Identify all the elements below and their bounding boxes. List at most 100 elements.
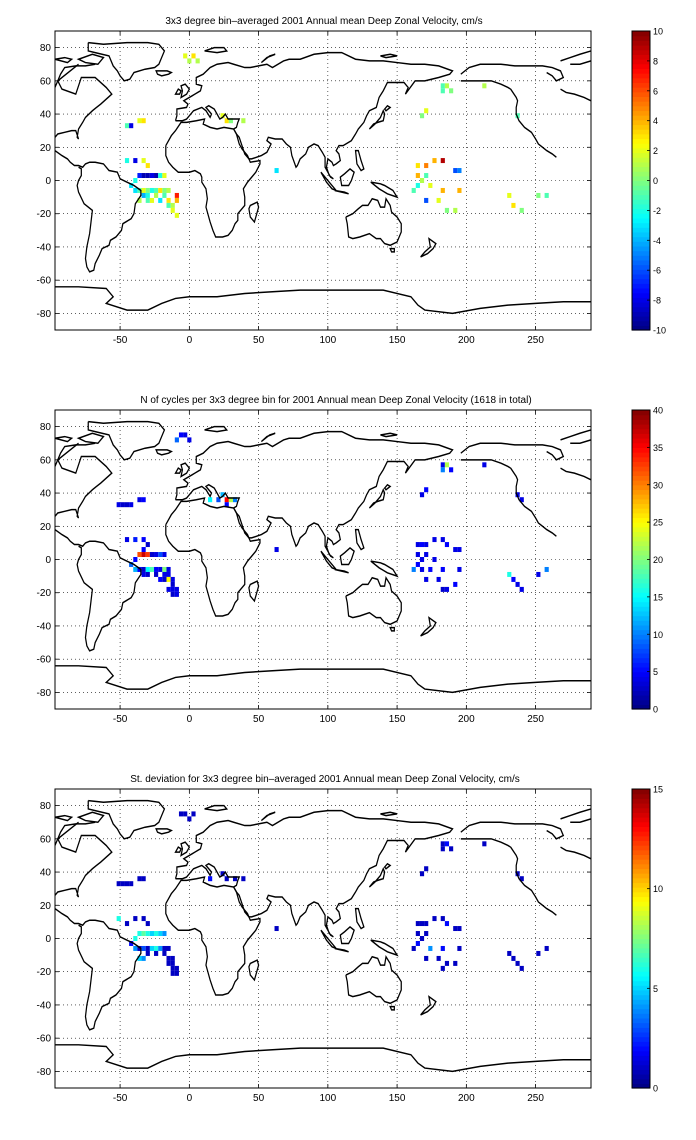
data-bin — [162, 950, 167, 956]
data-bin — [424, 487, 429, 493]
data-bin — [195, 58, 200, 64]
data-bin — [170, 581, 175, 587]
colorbar-swatch — [632, 45, 650, 51]
y-tick-label: 0 — [45, 934, 51, 945]
data-bin — [440, 566, 445, 572]
colorbar-swatch — [632, 180, 650, 186]
colorbar-tick-label: 40 — [653, 406, 663, 416]
data-bin — [158, 566, 163, 572]
data-bin — [137, 955, 142, 961]
data-bin — [183, 53, 188, 59]
data-bin — [241, 118, 246, 124]
data-bin — [158, 552, 163, 558]
data-bin — [519, 207, 524, 213]
data-bin — [154, 945, 159, 951]
colorbar-tick-label: 30 — [653, 480, 663, 490]
data-bin — [411, 566, 416, 572]
colorbar-swatch — [632, 152, 650, 158]
data-bin — [444, 960, 450, 966]
y-tick-label: 40 — [40, 489, 52, 500]
colorbar-swatch — [632, 264, 650, 270]
colorbar-swatch — [632, 671, 650, 677]
data-bin — [440, 841, 445, 847]
colorbar-swatch — [632, 466, 650, 472]
colorbar-swatch — [632, 648, 650, 654]
data-bin — [544, 192, 549, 198]
x-tick-label: 250 — [527, 335, 544, 346]
colorbar-swatch — [632, 82, 650, 88]
data-bin — [129, 502, 134, 508]
colorbar-swatch — [632, 1017, 650, 1024]
colorbar-swatch — [632, 59, 650, 65]
colorbar-swatch — [632, 999, 650, 1005]
data-bin — [133, 945, 138, 951]
colorbar-swatch — [632, 910, 650, 916]
colorbar-swatch — [632, 624, 650, 631]
y-tick-label: 0 — [45, 555, 51, 566]
data-bin — [116, 881, 121, 887]
colorbar-swatch — [632, 919, 650, 926]
colorbar-swatch — [632, 592, 650, 598]
colorbar-swatch — [632, 666, 650, 673]
colorbar-swatch — [632, 550, 650, 556]
colorbar-swatch — [632, 568, 650, 575]
colorbar-swatch — [632, 798, 650, 804]
data-bin — [149, 173, 155, 179]
colorbar-swatch — [632, 31, 650, 37]
colorbar-swatch — [632, 835, 650, 841]
data-bin — [149, 552, 155, 558]
data-bin — [170, 591, 175, 597]
data-bin — [166, 566, 171, 572]
colorbar-swatch — [632, 508, 650, 514]
colorbar-swatch — [632, 101, 650, 107]
data-bin — [216, 497, 221, 503]
data-bin — [415, 940, 420, 946]
data-bin — [432, 158, 437, 164]
colorbar-swatch — [632, 1013, 650, 1019]
colorbar-swatch — [632, 610, 650, 617]
data-bin — [444, 207, 450, 213]
colorbar-swatch — [632, 1036, 650, 1042]
panel-cycle-count: N of cycles per 3x3 degree bin for 2001 … — [37, 395, 663, 725]
data-bin — [158, 576, 163, 582]
x-tick-label: 100 — [320, 1093, 337, 1104]
data-bin — [129, 561, 134, 567]
data-bin — [133, 557, 138, 562]
colorbar-swatch — [632, 578, 650, 584]
colorbar-swatch — [632, 119, 650, 126]
colorbar-swatch — [632, 929, 650, 935]
x-tick-labels: -50 0 50 100 150 200 250 — [113, 789, 544, 1104]
colorbar-swatch — [632, 821, 650, 827]
data-bin — [440, 88, 445, 94]
colorbar-swatch — [632, 194, 650, 200]
data-bin — [129, 182, 134, 188]
data-bin — [116, 502, 121, 508]
colorbar-tick-label: 15 — [653, 592, 663, 602]
data-bin — [544, 566, 549, 572]
colorbar-swatch — [632, 817, 650, 823]
data-bin — [129, 940, 134, 946]
colorbar-swatch — [632, 620, 650, 626]
data-bin — [141, 118, 146, 124]
data-bin — [228, 497, 233, 503]
colorbar-swatch — [632, 68, 650, 74]
data-bin — [162, 945, 167, 951]
colorbar-swatch — [632, 133, 650, 140]
colorbar-swatch — [632, 171, 650, 177]
data-bin — [232, 876, 238, 882]
colorbar-swatch — [632, 807, 650, 813]
colorbar-swatch — [632, 442, 650, 448]
colorbar-swatch — [632, 419, 650, 425]
data-bin — [453, 207, 458, 213]
data-bin — [208, 876, 213, 882]
y-tick-label: -40 — [37, 242, 52, 253]
colorbar-swatch — [632, 105, 650, 112]
x-tick-label: 200 — [458, 714, 475, 725]
data-bin — [174, 965, 179, 971]
data-bin — [544, 945, 549, 951]
data-bin — [133, 916, 138, 922]
data-bin — [436, 955, 441, 961]
colorbar-swatch — [632, 845, 650, 851]
y-tick-labels: -80 -60 -40 -20 0 20 40 60 80 — [37, 43, 591, 320]
data-bin — [141, 158, 146, 164]
